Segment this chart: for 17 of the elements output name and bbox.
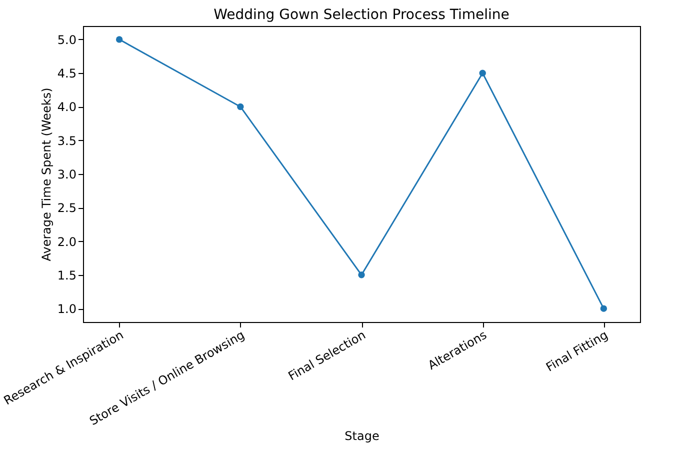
point [358,272,365,278]
x-axis-title: Stage [344,429,380,444]
y-tick-label: 2.5 [57,201,76,216]
chart-title: Wedding Gown Selection Process Timeline [214,7,510,23]
point [600,305,608,312]
point [479,70,486,76]
y-tick-label: 3.0 [57,168,76,182]
y-tick-label: 4.0 [57,100,76,114]
y-axis-title: Average Time Spent (Weeks) [39,88,54,262]
y-tick-label: 2.0 [57,234,76,249]
y-tick-label: 1.5 [57,268,76,282]
point [237,103,244,110]
y-tick-label: 4.5 [57,66,76,81]
y-tick-label: 1.0 [57,302,76,316]
y-tick-label: 3.5 [57,134,76,148]
point [116,36,123,43]
y-tick-label: 5.0 [57,32,76,47]
